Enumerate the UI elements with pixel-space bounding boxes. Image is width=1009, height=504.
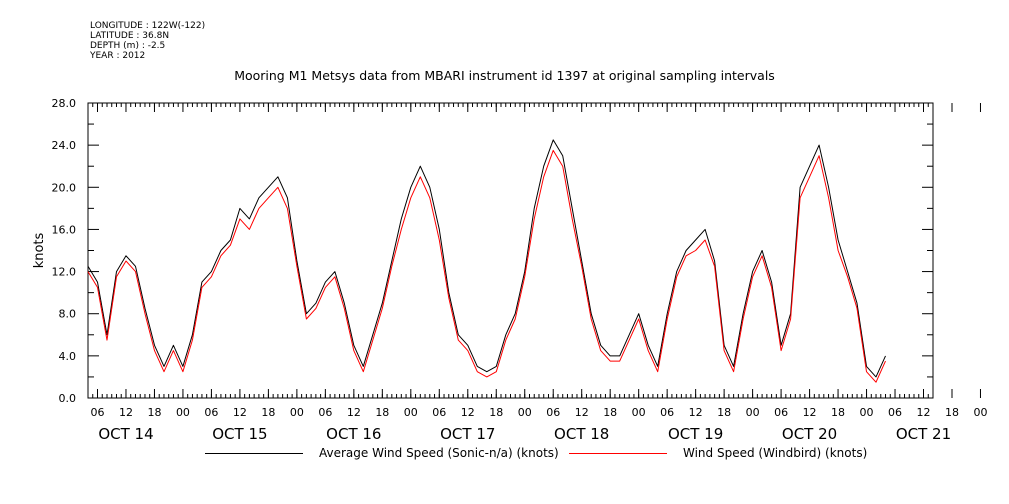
y-tick-label: 20.0: [52, 181, 77, 194]
x-date-label: OCT 21: [896, 425, 951, 443]
y-tick-label: 12.0: [52, 266, 77, 279]
x-tick-label: 00: [746, 406, 760, 419]
x-tick-label: 12: [461, 406, 475, 419]
x-tick-label: 18: [489, 406, 503, 419]
x-date-label: OCT 16: [326, 425, 381, 443]
x-tick-label: 06: [432, 406, 446, 419]
legend-label-windbird: Wind Speed (Windbird) (knots): [683, 446, 868, 460]
x-tick-label: 18: [831, 406, 845, 419]
y-tick-label: 4.0: [59, 350, 77, 363]
year-text: YEAR : 2012: [90, 51, 146, 61]
y-axis-label: knots: [32, 232, 47, 268]
x-tick-label: 12: [689, 406, 703, 419]
x-tick-label: 12: [575, 406, 589, 419]
depth-text: DEPTH (m) : -2.5: [90, 41, 166, 51]
x-tick-label: 06: [888, 406, 902, 419]
x-tick-label: 18: [603, 406, 617, 419]
legend-item-windbird: Wind Speed (Windbird) (knots): [569, 446, 867, 460]
x-tick-label: 06: [660, 406, 674, 419]
x-date-label: OCT 17: [440, 425, 495, 443]
x-tick-label: 18: [261, 406, 275, 419]
x-tick-label: 06: [318, 406, 332, 419]
x-tick-label: 12: [119, 406, 133, 419]
x-tick-label: 06: [546, 406, 560, 419]
x-date-label: OCT 20: [782, 425, 837, 443]
x-tick-label: 00: [404, 406, 418, 419]
x-date-label: OCT 19: [668, 425, 723, 443]
longitude-text: LONGITUDE : 122W(-122): [90, 21, 206, 31]
x-tick-label: 00: [518, 406, 532, 419]
x-tick-label: 12: [917, 406, 931, 419]
x-tick-label: 00: [176, 406, 190, 419]
x-tick-label: 00: [973, 406, 987, 419]
x-date-label: OCT 14: [98, 425, 153, 443]
x-tick-label: 00: [632, 406, 646, 419]
x-tick-label: 18: [147, 406, 161, 419]
y-tick-label: 16.0: [52, 223, 77, 236]
legend-label-sonic: Average Wind Speed (Sonic-n/a) (knots): [319, 446, 559, 460]
legend-swatch-sonic: [205, 453, 303, 454]
x-tick-label: 06: [90, 406, 104, 419]
series-line-sonic: [87, 139, 886, 378]
series-line-windbird: [87, 149, 886, 383]
x-tick-label: 18: [945, 406, 959, 419]
x-tick-label: 00: [860, 406, 874, 419]
metadata-block: LONGITUDE : 122W(-122) LATITUDE : 36.8N …: [90, 21, 205, 61]
legend-item-sonic: Average Wind Speed (Sonic-n/a) (knots): [205, 446, 559, 460]
y-tick-label: 8.0: [59, 308, 77, 321]
x-tick-label: 18: [375, 406, 389, 419]
x-tick-label: 18: [717, 406, 731, 419]
x-date-label: OCT 18: [554, 425, 609, 443]
latitude-text: LATITUDE : 36.8N: [90, 31, 170, 41]
x-tick-label: 12: [803, 406, 817, 419]
legend-swatch-windbird: [569, 453, 667, 454]
x-tick-label: 06: [774, 406, 788, 419]
x-tick-label: 00: [290, 406, 304, 419]
chart-title: Mooring M1 Metsys data from MBARI instru…: [234, 68, 775, 83]
x-date-label: OCT 15: [212, 425, 267, 443]
y-tick-label: 0.0: [59, 392, 77, 405]
x-tick-label: 12: [347, 406, 361, 419]
y-tick-label: 28.0: [52, 97, 77, 110]
y-tick-label: 24.0: [52, 139, 77, 152]
x-tick-label: 06: [204, 406, 218, 419]
plot-frame: [87, 102, 934, 399]
x-tick-label: 12: [233, 406, 247, 419]
